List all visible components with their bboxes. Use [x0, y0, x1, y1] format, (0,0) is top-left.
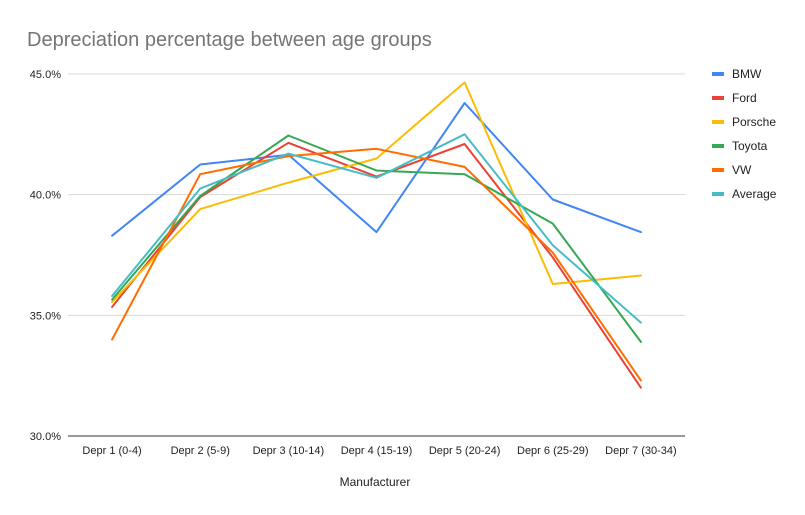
legend-label: Porsche [732, 115, 776, 129]
legend-label: Average [732, 187, 777, 201]
x-tick-label: Depr 5 (20-24) [429, 445, 501, 457]
x-tick-label: Depr 3 (10-14) [253, 445, 325, 457]
x-tick-label: Depr 6 (25-29) [517, 445, 589, 457]
series-line-vw [111, 147, 642, 382]
legend-label: VW [732, 163, 752, 177]
y-tick-label: 35.0% [30, 310, 61, 322]
x-tick-label: Depr 1 (0-4) [82, 445, 141, 457]
series-line-bmw [111, 102, 642, 237]
legend: BMW Ford Porsche Toyota VW Average [712, 67, 777, 201]
x-tick-label: Depr 7 (30-34) [605, 445, 677, 457]
series-line-porsche [111, 81, 642, 304]
y-tick-label: 30.0% [30, 431, 61, 443]
chart-title: Depreciation percentage between age grou… [27, 29, 432, 51]
legend-label: Toyota [732, 139, 768, 153]
legend-swatch [712, 168, 724, 172]
y-tick-label: 40.0% [30, 190, 61, 202]
series-line-toyota [111, 134, 642, 343]
x-tick-label: Depr 4 (15-19) [341, 445, 413, 457]
legend-swatch [712, 144, 724, 148]
legend-label: BMW [732, 67, 762, 81]
y-axis-ticks: 30.0% 35.0% 40.0% 45.0% [30, 69, 61, 443]
legend-swatch [712, 72, 724, 76]
legend-swatch [712, 120, 724, 124]
series-lines [111, 81, 642, 389]
legend-swatch [712, 192, 724, 196]
x-tick-label: Depr 2 (5-9) [171, 445, 230, 457]
gridlines [68, 73, 685, 437]
series-line-average [111, 133, 642, 324]
legend-label: Ford [732, 91, 757, 105]
x-axis-label: Manufacturer [340, 475, 411, 489]
x-axis-ticks: Depr 1 (0-4) Depr 2 (5-9) Depr 3 (10-14) De… [82, 445, 676, 457]
legend-swatch [712, 96, 724, 100]
y-tick-label: 45.0% [30, 69, 61, 81]
